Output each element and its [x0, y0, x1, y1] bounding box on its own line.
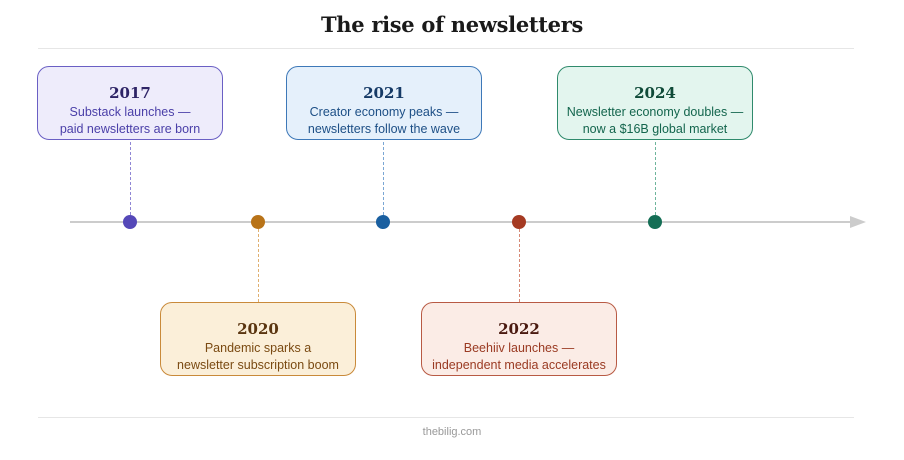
event-year: 2017 — [109, 84, 151, 102]
event-connector — [383, 142, 384, 215]
event-card-2024: 2024 Newsletter economy doubles — now a … — [557, 66, 753, 140]
event-connector — [258, 229, 259, 302]
event-description-line1: Pandemic sparks a — [204, 341, 312, 355]
event-connector — [130, 142, 131, 215]
event-description-line2: newsletter subscription boom — [177, 358, 339, 372]
event-description-line2: newsletters follow the wave — [307, 122, 461, 136]
footer-divider — [38, 417, 854, 418]
footer-credit: thebilig.com — [422, 426, 482, 438]
timeline-axis — [70, 221, 852, 223]
event-marker-2024 — [648, 215, 662, 229]
event-year: 2021 — [363, 84, 405, 102]
event-description-line2: now a $16B global market — [582, 122, 728, 136]
event-connector — [655, 142, 656, 215]
event-marker-2017 — [123, 215, 137, 229]
event-description-line2: paid newsletters are born — [59, 122, 201, 136]
event-year: 2024 — [634, 84, 676, 102]
arrow-right-icon — [850, 216, 866, 228]
header-divider — [38, 48, 854, 49]
event-card-2022: 2022 Beehiiv launches — independent medi… — [421, 302, 617, 376]
event-connector — [519, 229, 520, 302]
event-marker-2022 — [512, 215, 526, 229]
event-marker-2020 — [251, 215, 265, 229]
event-card-2021: 2021 Creator economy peaks — newsletters… — [286, 66, 482, 140]
event-description-line1: Beehiiv launches — — [463, 341, 575, 355]
event-card-2020: 2020 Pandemic sparks a newsletter subscr… — [160, 302, 356, 376]
event-description-line1: Creator economy peaks — — [309, 105, 459, 119]
event-description-line1: Substack launches — — [69, 105, 191, 119]
event-description-line2: independent media accelerates — [432, 358, 606, 372]
event-description-line1: Newsletter economy doubles — — [566, 105, 744, 119]
event-card-2017: 2017 Substack launches — paid newsletter… — [37, 66, 223, 140]
event-marker-2021 — [376, 215, 390, 229]
page-title: The rise of newsletters — [320, 12, 584, 37]
event-year: 2022 — [498, 320, 540, 338]
event-year: 2020 — [237, 320, 279, 338]
